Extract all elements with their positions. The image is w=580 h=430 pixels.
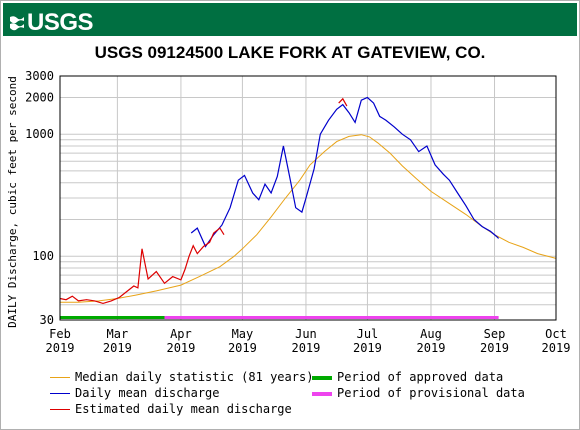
x-tick-month: Oct xyxy=(545,327,567,341)
legend-provisional: Period of provisional data xyxy=(312,386,525,400)
x-tick-month: Jun xyxy=(295,327,317,341)
x-tick-year: 2019 xyxy=(480,341,509,355)
median-series-line xyxy=(60,134,557,303)
x-tick-year: 2019 xyxy=(46,341,75,355)
x-tick-year: 2019 xyxy=(228,341,257,355)
series-lines xyxy=(59,96,557,305)
x-tick-month: Sep xyxy=(484,327,506,341)
y-tick-label: 100 xyxy=(32,249,54,263)
x-tick-labels: Feb2019Mar2019Apr2019May2019Jun2019Jul20… xyxy=(46,327,571,355)
y-tick-labels: 30 100 1000 2000 3000 xyxy=(25,69,54,327)
usgs-header-bar: USGS xyxy=(3,3,577,36)
y-tick-label: 30 xyxy=(40,313,54,327)
estimated-series-line-peak xyxy=(338,97,348,107)
y-tick-label: 1000 xyxy=(25,127,54,141)
y-axis-label: DAILY Discharge, cubic feet per second xyxy=(6,76,19,328)
daily-mean-series-line xyxy=(305,96,500,239)
period-bar xyxy=(164,316,499,319)
legend-provisional-label: Period of provisional data xyxy=(337,386,525,400)
chart-grid xyxy=(59,75,557,321)
legend-median-label: Median daily statistic (81 years) xyxy=(75,370,314,384)
x-tick-year: 2019 xyxy=(542,341,571,355)
usgs-logo-text: USGS xyxy=(27,9,94,36)
chart-legend: Median daily statistic (81 years) Daily … xyxy=(50,370,570,420)
chart-title: USGS 09124500 LAKE FORK AT GATEVIEW, CO. xyxy=(94,43,486,62)
x-tick-year: 2019 xyxy=(291,341,320,355)
estimated-series-line xyxy=(59,227,225,305)
x-tick-year: 2019 xyxy=(417,341,446,355)
legend-estimated-label: Estimated daily mean discharge xyxy=(75,402,292,416)
legend-estimated: Estimated daily mean discharge xyxy=(50,402,292,416)
usgs-logo: USGS xyxy=(9,9,94,37)
legend-approved-label: Period of approved data xyxy=(337,370,504,384)
x-tick-month: May xyxy=(232,327,254,341)
legend-median: Median daily statistic (81 years) xyxy=(50,370,313,384)
y-tick-label: 3000 xyxy=(25,69,54,83)
period-bar xyxy=(60,316,165,319)
plot-border xyxy=(59,75,557,321)
legend-daily-mean-label: Daily mean discharge xyxy=(75,386,220,400)
y-tick-label: 2000 xyxy=(25,90,54,104)
period-bars xyxy=(60,316,499,319)
x-tick-month: Jul xyxy=(357,327,379,341)
x-tick-year: 2019 xyxy=(103,341,132,355)
x-tick-year: 2019 xyxy=(166,341,195,355)
usgs-wave-icon xyxy=(10,16,24,31)
x-tick-month: Apr xyxy=(170,327,192,341)
legend-daily-mean: Daily mean discharge xyxy=(50,386,220,400)
x-tick-year: 2019 xyxy=(353,341,382,355)
x-tick-month: Feb xyxy=(49,327,71,341)
x-tick-month: Mar xyxy=(107,327,129,341)
legend-approved: Period of approved data xyxy=(312,370,503,384)
x-tick-month: Aug xyxy=(420,327,442,341)
